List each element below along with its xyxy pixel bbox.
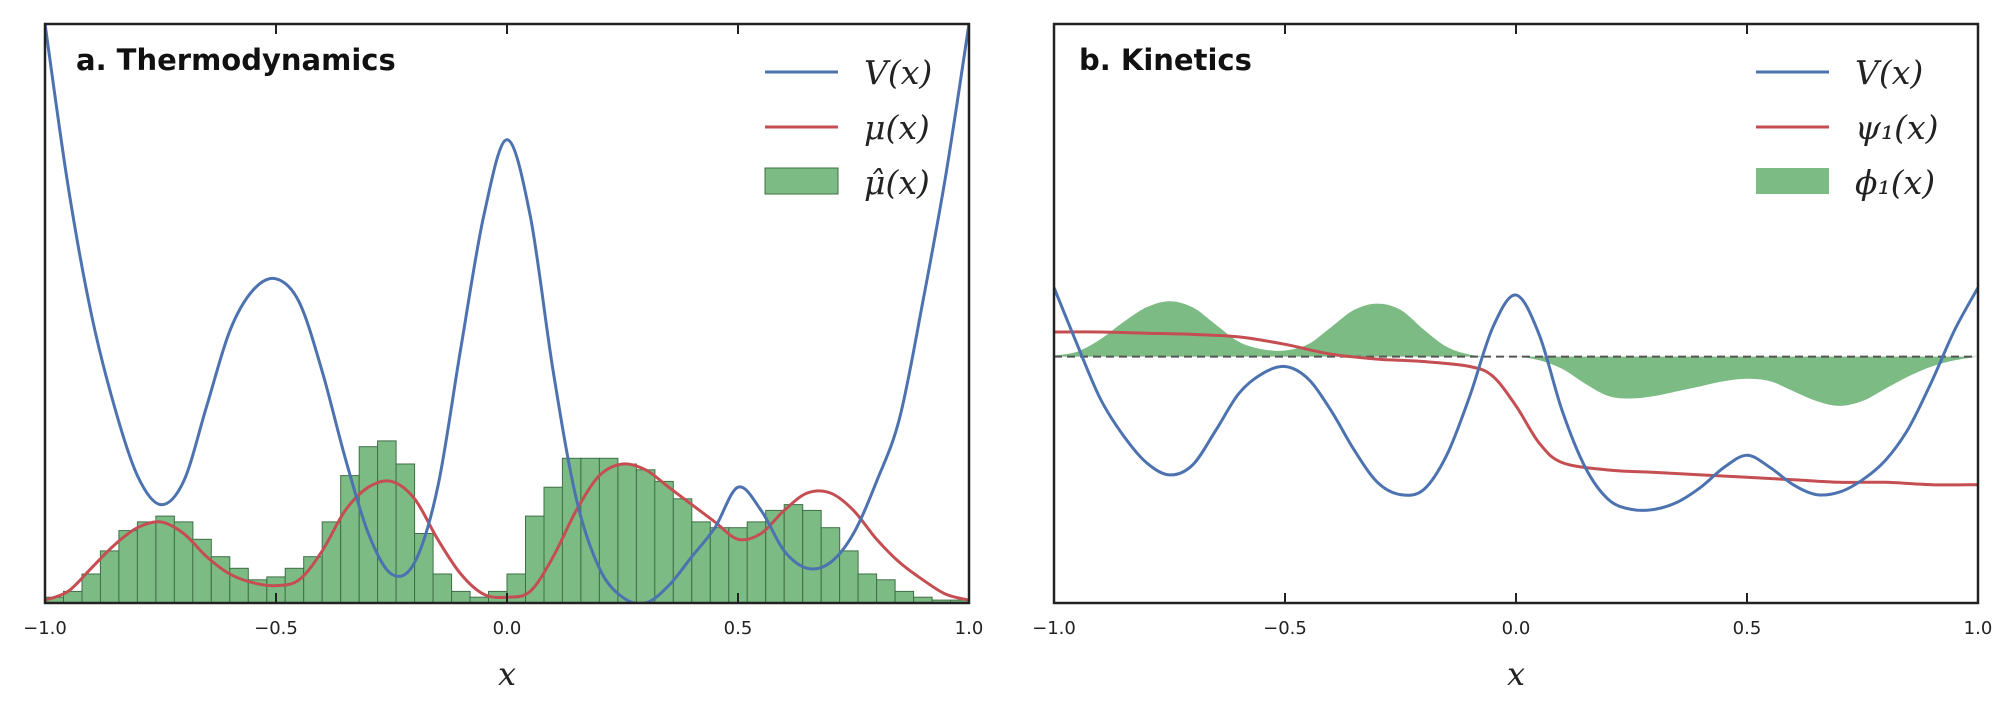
histogram-bar [377, 440, 397, 603]
x-tick-label: 0.5 [1733, 618, 1762, 639]
histogram-bar [635, 469, 656, 603]
panel-title-a: a. Thermodynamics [76, 43, 396, 77]
histogram-bar [709, 527, 730, 603]
histogram-bar [136, 521, 157, 603]
x-tick-label: −1.0 [23, 618, 67, 639]
panel-title-b: b. Kinetics [1079, 43, 1252, 77]
legend-a: V(x) μ(x) μ̂(x) [764, 53, 932, 202]
x-axis-label-b: x [1507, 655, 1525, 693]
legend-swatch-phi-b [1756, 168, 1829, 194]
x-tick-label: −0.5 [254, 618, 298, 639]
legend-label-V-b: V(x) [1855, 53, 1923, 92]
histogram-bar [451, 590, 471, 603]
histogram-bar [876, 579, 896, 603]
histogram-bar [839, 550, 859, 603]
plot-frame-a [43, 22, 971, 605]
legend-label-psi-b: ψ₁(x) [1855, 108, 1938, 147]
histogram-bar [672, 498, 693, 603]
series-line-psi [1054, 330, 1978, 487]
x-tick-label: −1.0 [1032, 618, 1076, 639]
x-ticks-b: −1.0 −0.5 0.0 0.5 1.0 [1032, 24, 1992, 639]
histogram-bar [525, 515, 545, 603]
histogram-bar [358, 446, 379, 603]
x-tick-label: 1.0 [955, 618, 984, 639]
histogram-mu-hat [45, 440, 969, 603]
histogram-bar [857, 573, 878, 603]
x-tick-label: 1.0 [1964, 618, 1993, 639]
x-tick-label: 0.5 [724, 618, 753, 639]
histogram-bar [617, 463, 637, 603]
x-ticks-a: −1.0 −0.5 0.0 0.5 1.0 [23, 24, 983, 639]
histogram-bar [432, 573, 453, 603]
series-area-phi [1054, 301, 1978, 406]
histogram-bar [118, 530, 138, 603]
legend-swatch-hist-a [764, 167, 839, 195]
x-tick-label: −0.5 [1263, 618, 1307, 639]
histogram-bar [99, 550, 120, 603]
histogram-bar [802, 509, 822, 603]
histogram-bar [192, 538, 212, 603]
histogram-bar [506, 573, 526, 603]
series-line-V [45, 24, 969, 603]
panel-thermodynamics: −1.0 −0.5 0.0 0.5 1.0 a. Thermodynamics x V(… [23, 22, 983, 693]
histogram-bar [155, 515, 175, 603]
legend-label-phi-b: ϕ₁(x) [1855, 163, 1935, 202]
series-line-V-b [1054, 286, 1978, 512]
legend-label-V-a: V(x) [864, 53, 932, 92]
histogram-bar [229, 567, 249, 603]
x-tick-label: 0.0 [1502, 618, 1531, 639]
legend-label-hist-a: μ̂(x) [864, 163, 930, 202]
histogram-bar [81, 573, 101, 603]
legend-label-mu-a: μ(x) [864, 108, 930, 147]
histogram-bar [894, 590, 915, 603]
panel-kinetics: −1.0 −0.5 0.0 0.5 1.0 b. Kinetics x V(x) ψ₁(… [1032, 22, 1992, 693]
legend-b: V(x) ψ₁(x) ϕ₁(x) [1756, 53, 1938, 202]
x-tick-label: 0.0 [493, 618, 522, 639]
histogram-bar [691, 521, 711, 603]
x-axis-label-a: x [498, 655, 516, 693]
